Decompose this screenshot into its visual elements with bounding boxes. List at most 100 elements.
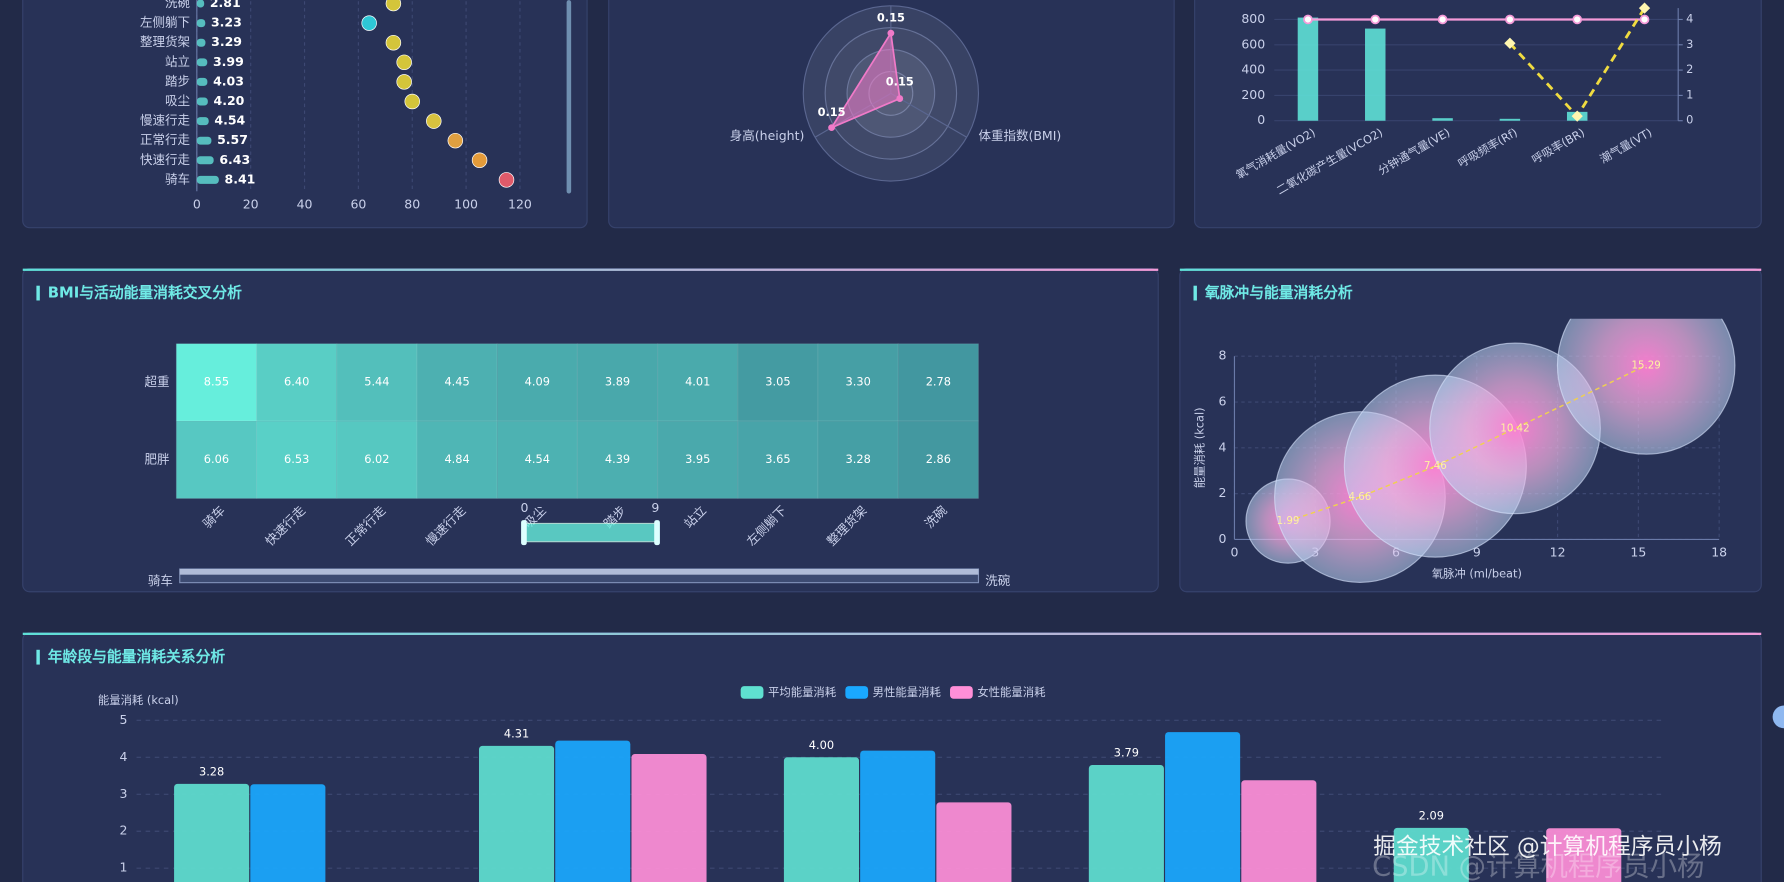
dot	[426, 113, 442, 129]
scrollbar[interactable]	[566, 0, 572, 194]
radar-point	[896, 95, 904, 102]
cell-label: 3.05	[765, 374, 790, 388]
x-tick-label: 80	[404, 196, 420, 211]
legend-swatch[interactable]	[845, 686, 869, 699]
bar	[1297, 17, 1319, 121]
y-tick-label: 400	[1241, 62, 1265, 77]
watermark-shadow: CSDN @计算机程序员小杨	[1372, 852, 1704, 882]
bar	[196, 19, 206, 28]
y-tick-label: 肥胖	[145, 451, 170, 466]
bar	[196, 117, 209, 126]
y-tick-label: 2	[1219, 485, 1227, 500]
panel-title: 年龄段与能量消耗关系分析	[48, 648, 226, 666]
category-label: 踏步	[165, 73, 190, 88]
visual-handle[interactable]	[521, 520, 527, 546]
legend-label[interactable]: 男性能量消耗	[873, 685, 941, 699]
legend-label[interactable]: 平均能量消耗	[768, 685, 836, 699]
watermark: 掘金技术社区 @计算机程序员小杨	[1373, 834, 1721, 860]
value-label: 3.79	[1114, 746, 1139, 760]
cell-label: 3.28	[846, 452, 871, 466]
category-label: 吸尘	[165, 93, 190, 108]
y-axis-label: 能量消耗 (kcal)	[1192, 407, 1206, 488]
indicator-label: 体重指数(BMI)	[978, 128, 1061, 143]
heat-cell	[576, 420, 659, 500]
heat-cell	[576, 343, 659, 422]
cell-label: 6.06	[204, 452, 229, 466]
cell-label: 4.54	[525, 452, 550, 466]
bar	[1499, 118, 1521, 121]
value-label: 2.09	[1419, 809, 1444, 823]
value-label: 4.31	[504, 726, 529, 740]
category-label: 洗碗	[165, 0, 190, 10]
bar	[174, 783, 250, 882]
heat-cell	[737, 343, 819, 422]
y2-tick-label: 4	[1686, 11, 1693, 25]
bar	[196, 0, 205, 8]
panel-accent	[22, 632, 1762, 635]
visual-handle[interactable]	[654, 520, 660, 546]
cell-label: 3.65	[765, 452, 790, 466]
category-label: 慢速行走	[140, 113, 191, 128]
cell-label: 6.40	[284, 374, 309, 388]
heat-cell	[336, 420, 418, 500]
x-tick-label: 15	[1630, 545, 1646, 560]
heat-cell	[175, 343, 258, 422]
x-tick-label: 60	[350, 196, 366, 211]
cell-label: 3.89	[605, 374, 630, 388]
side-handle[interactable]	[1772, 705, 1784, 729]
x-tick-label: 9	[1473, 545, 1481, 560]
value-label: 3.29	[211, 34, 242, 49]
bar	[555, 740, 631, 882]
bar	[631, 753, 707, 882]
cell-label: 4.09	[525, 374, 550, 388]
legend-swatch[interactable]	[740, 686, 764, 699]
value-label: 4.00	[809, 738, 834, 752]
cell-label: 5.44	[364, 374, 389, 388]
value-label: 6.43	[219, 152, 250, 167]
panel-title: BMI与活动能量消耗交叉分析	[48, 284, 242, 302]
y-tick-label: 3	[119, 786, 127, 801]
zoom-fill[interactable]	[179, 568, 979, 575]
cell-label: 6.02	[364, 452, 389, 466]
cell-label: 6.53	[284, 452, 309, 466]
zoom-label: 骑车	[148, 573, 173, 588]
dot	[396, 54, 412, 71]
heat-cell	[657, 420, 739, 500]
y-tick-label: 1	[119, 860, 127, 875]
bubble-label: 15.29	[1632, 360, 1661, 371]
dot	[385, 0, 402, 12]
x-tick-label: 120	[508, 196, 532, 211]
bar	[196, 175, 219, 184]
dot	[361, 15, 377, 31]
bar	[1546, 828, 1622, 882]
value-label: 3.99	[213, 54, 244, 69]
bar	[196, 136, 212, 145]
value-label: 3.23	[211, 15, 242, 30]
visual-label: 9	[651, 500, 659, 515]
bar	[196, 38, 206, 47]
legend-swatch[interactable]	[950, 686, 973, 699]
category-label: 骑车	[165, 171, 190, 186]
zoom-label: 洗碗	[985, 573, 1010, 588]
dot	[404, 93, 420, 110]
x-tick-label: 12	[1550, 545, 1566, 560]
value-label: 0.15	[877, 10, 905, 24]
dot	[447, 132, 464, 149]
title-marker	[36, 649, 40, 665]
value-label: 4.20	[214, 93, 245, 108]
bar	[478, 745, 555, 882]
panel-title: 氧脉冲与能量消耗分析	[1204, 284, 1353, 302]
heat-cell	[175, 420, 258, 500]
legend-label[interactable]: 女性能量消耗	[977, 685, 1045, 699]
y2-tick-label: 1	[1686, 87, 1693, 101]
y-tick-label: 8	[1219, 348, 1227, 363]
bar	[936, 802, 1012, 882]
bar	[250, 784, 326, 882]
indicator-label: 身高(height)	[730, 128, 805, 143]
bubble-label: 10.42	[1500, 423, 1529, 434]
cell-label: 8.55	[204, 374, 229, 388]
bubble-label: 7.46	[1424, 461, 1447, 472]
y-tick-label: 2	[119, 823, 127, 838]
heat-cell	[817, 420, 899, 500]
bar	[196, 156, 214, 165]
